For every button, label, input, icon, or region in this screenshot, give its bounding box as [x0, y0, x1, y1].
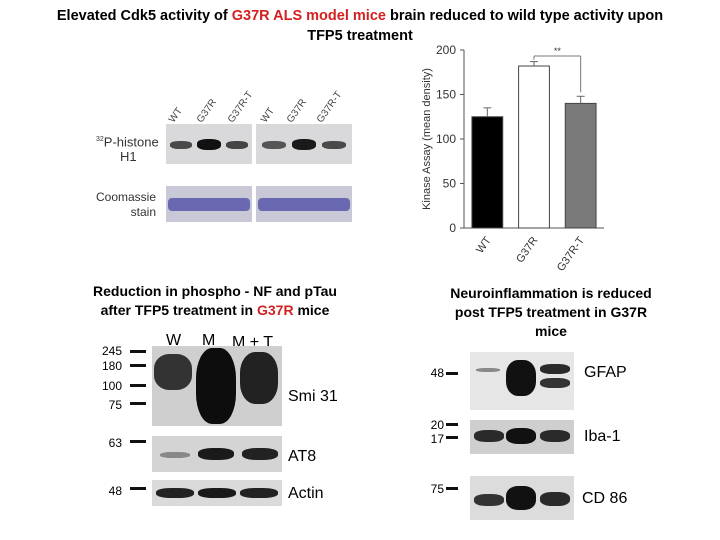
phospho-caption: Reduction in phospho - NF and pTau after…	[50, 282, 380, 320]
lane-label: G37R-T	[314, 89, 345, 125]
significance-label: **	[554, 46, 562, 56]
lane-label-w: W	[166, 332, 182, 349]
cd86-label: CD 86	[582, 490, 628, 507]
x-tick-label: G37R-T	[555, 235, 587, 274]
lane-label: WT	[166, 105, 185, 125]
histone-blot-right	[256, 124, 352, 164]
figure-title: Elevated Cdk5 activity of G37R ALS model…	[0, 6, 720, 46]
mw-tick	[130, 402, 146, 405]
bar-g37r-t	[564, 102, 597, 229]
coomassie-blot-left	[166, 186, 252, 222]
title-text: Elevated Cdk5 activity of	[56, 8, 232, 24]
gfap-label: GFAP	[584, 364, 627, 381]
phospho-caption-line1: Reduction in phospho - NF and p	[93, 283, 314, 299]
lane-label: G37R	[284, 97, 309, 125]
mw-marker: 17	[430, 432, 444, 446]
mw-tick	[446, 372, 458, 375]
coomassie-blot-right	[256, 186, 352, 222]
mw-marker: 180	[101, 359, 122, 373]
inflammation-caption-line3: mice	[535, 323, 567, 339]
mw-marker: 245	[101, 344, 122, 358]
coomassie-row-label: Coomassie stain	[96, 190, 156, 220]
title-line2: TFP5 treatment	[307, 28, 413, 44]
y-tick-label: 150	[436, 88, 456, 102]
coomassie-label-line2: stain	[130, 205, 156, 219]
inflammation-caption-line2: post TFP5 treatment in G37R	[454, 304, 648, 320]
at8-blot	[152, 436, 282, 472]
isotope-superscript: 32	[96, 136, 104, 143]
mw-tick	[446, 436, 458, 439]
iba1-blot	[470, 420, 574, 454]
lane-label: G37R	[194, 97, 219, 125]
x-tick-label: WT	[474, 235, 494, 256]
actin-label: Actin	[288, 485, 324, 502]
mw-marker: 100	[101, 379, 122, 393]
mw-marker: 75	[430, 482, 444, 496]
mw-tick	[130, 364, 146, 367]
inflammation-caption-line1: Neuroinflammation is reduced	[450, 285, 652, 301]
phospho-caption-end: mice	[293, 302, 330, 318]
at8-label: AT8	[288, 448, 317, 465]
mw-marker: 20	[430, 418, 444, 432]
histone-blot-left	[166, 124, 252, 164]
inflammation-caption: Neuroinflammation is reduced post TFP5 t…	[396, 284, 706, 341]
smi31-label: Smi 31	[288, 388, 338, 405]
smi31-blot	[152, 346, 282, 426]
phospho-caption-line2: after TFP5 treatment in	[100, 302, 257, 318]
bar-wt	[471, 116, 504, 229]
coomassie-label: Coomassie	[96, 190, 157, 204]
lane-label: G37R-T	[225, 89, 256, 125]
phospho-caption-tau: Tau	[313, 283, 337, 299]
mw-marker: 75	[108, 398, 122, 412]
mw-tick	[130, 384, 146, 387]
title-text-end: brain reduced to wild type activity upon	[385, 8, 664, 24]
mw-tick	[130, 487, 146, 490]
y-axis-label: Kinase Assay (mean density)	[421, 68, 433, 210]
cd86-blot	[470, 476, 574, 520]
mw-marker: 48	[108, 484, 122, 498]
y-tick-label: 200	[436, 43, 456, 57]
histone-row-label: 32P-histone H1	[96, 132, 159, 164]
mw-tick	[446, 487, 458, 490]
lane-label-m: M	[202, 332, 216, 349]
histone-label: P-histone	[103, 134, 159, 150]
title-highlight: G37R ALS model mice	[231, 8, 386, 24]
mw-marker: 63	[108, 436, 122, 450]
mw-tick	[130, 350, 146, 353]
lane-label: WT	[258, 105, 277, 125]
bar-g37r	[518, 65, 550, 229]
mw-marker: 48	[430, 366, 444, 380]
histone-label-line2: H1	[120, 149, 137, 165]
mw-tick	[446, 423, 458, 426]
x-tick-label: G37R	[514, 235, 540, 265]
actin-blot	[152, 480, 282, 506]
y-tick-label: 0	[449, 221, 456, 235]
kinase-blot-panel: WT G37R G37R-T WT G37R G37R-T 32P-histon…	[92, 80, 362, 230]
y-tick-label: 100	[436, 132, 456, 146]
iba1-label: Iba-1	[584, 428, 621, 445]
gfap-blot	[470, 352, 574, 410]
phospho-caption-highlight: G37R	[256, 302, 294, 318]
y-tick-label: 50	[443, 177, 457, 191]
mw-tick	[130, 440, 146, 443]
